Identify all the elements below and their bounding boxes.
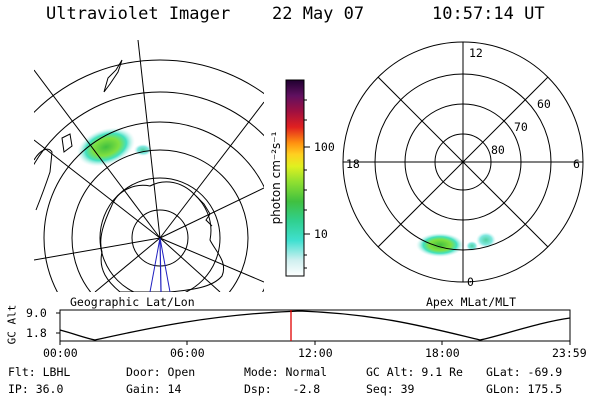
orbit-ytick-9: 9.0	[26, 306, 47, 320]
orbit-xtick: 12:00	[298, 346, 333, 360]
mag-panel-label: Apex MLat/MLT	[426, 295, 517, 309]
antarctica-coastline	[100, 181, 224, 292]
gc-alt-info: GC Alt: 9.1 Re	[366, 365, 463, 379]
australia-coastline	[34, 148, 53, 211]
colorbar-unit-label: photon cm⁻²s⁻¹	[269, 131, 283, 225]
new-zealand-coastline	[103, 59, 123, 93]
colorbar	[285, 79, 305, 277]
aurora-emission	[76, 127, 136, 167]
mlt-label-0: 0	[467, 275, 474, 289]
glat-info: GLat: -69.9	[486, 365, 563, 379]
orbit-ylabel: GC Alt	[5, 304, 19, 345]
altitude-curve	[59, 310, 571, 341]
mode-info: Mode: Normal	[244, 365, 328, 379]
glon-info: GLon: 175.5	[486, 382, 563, 396]
ip-info: IP: 36.0	[8, 382, 64, 396]
orbit-xtick: 18:00	[425, 346, 460, 360]
dsp-info: Dsp: -2.8	[244, 382, 321, 396]
aurora-emission	[476, 232, 496, 248]
orbit-xtick: 23:59	[552, 346, 587, 360]
geographic-map	[34, 40, 264, 292]
orbit-altitude-plot	[56, 309, 571, 345]
geo-panel-label: Geographic Lat/Lon	[70, 295, 195, 309]
orbit-ytick-1-8: 1.8	[26, 326, 47, 340]
mlt-label-12: 12	[469, 46, 483, 60]
orbit-xtick: 00:00	[43, 346, 78, 360]
mlt-label-18: 18	[346, 157, 360, 171]
orbit-xtick: 06:00	[170, 346, 205, 360]
filter-info: Flt: LBHL	[8, 365, 71, 379]
door-info: Door: Open	[126, 365, 196, 379]
mlt-label-6: 6	[573, 157, 580, 171]
colorbar-tick-100: 100	[314, 140, 335, 154]
aurora-emission	[416, 233, 464, 257]
seq-info: Seq: 39	[366, 382, 415, 396]
mlat-label-60: 60	[537, 97, 551, 111]
time-label: 10:57:14 UT	[432, 4, 545, 24]
colorbar-tick-10: 10	[314, 227, 328, 241]
nadir-line	[159, 237, 162, 292]
date-label: 22 May 07	[272, 4, 365, 24]
mlat-label-70: 70	[514, 120, 528, 134]
mlat-label-80: 80	[491, 143, 505, 157]
magnetic-polar-plot	[342, 41, 584, 283]
instrument-title: Ultraviolet Imager	[46, 4, 231, 24]
gain-info: Gain: 14	[126, 382, 182, 396]
